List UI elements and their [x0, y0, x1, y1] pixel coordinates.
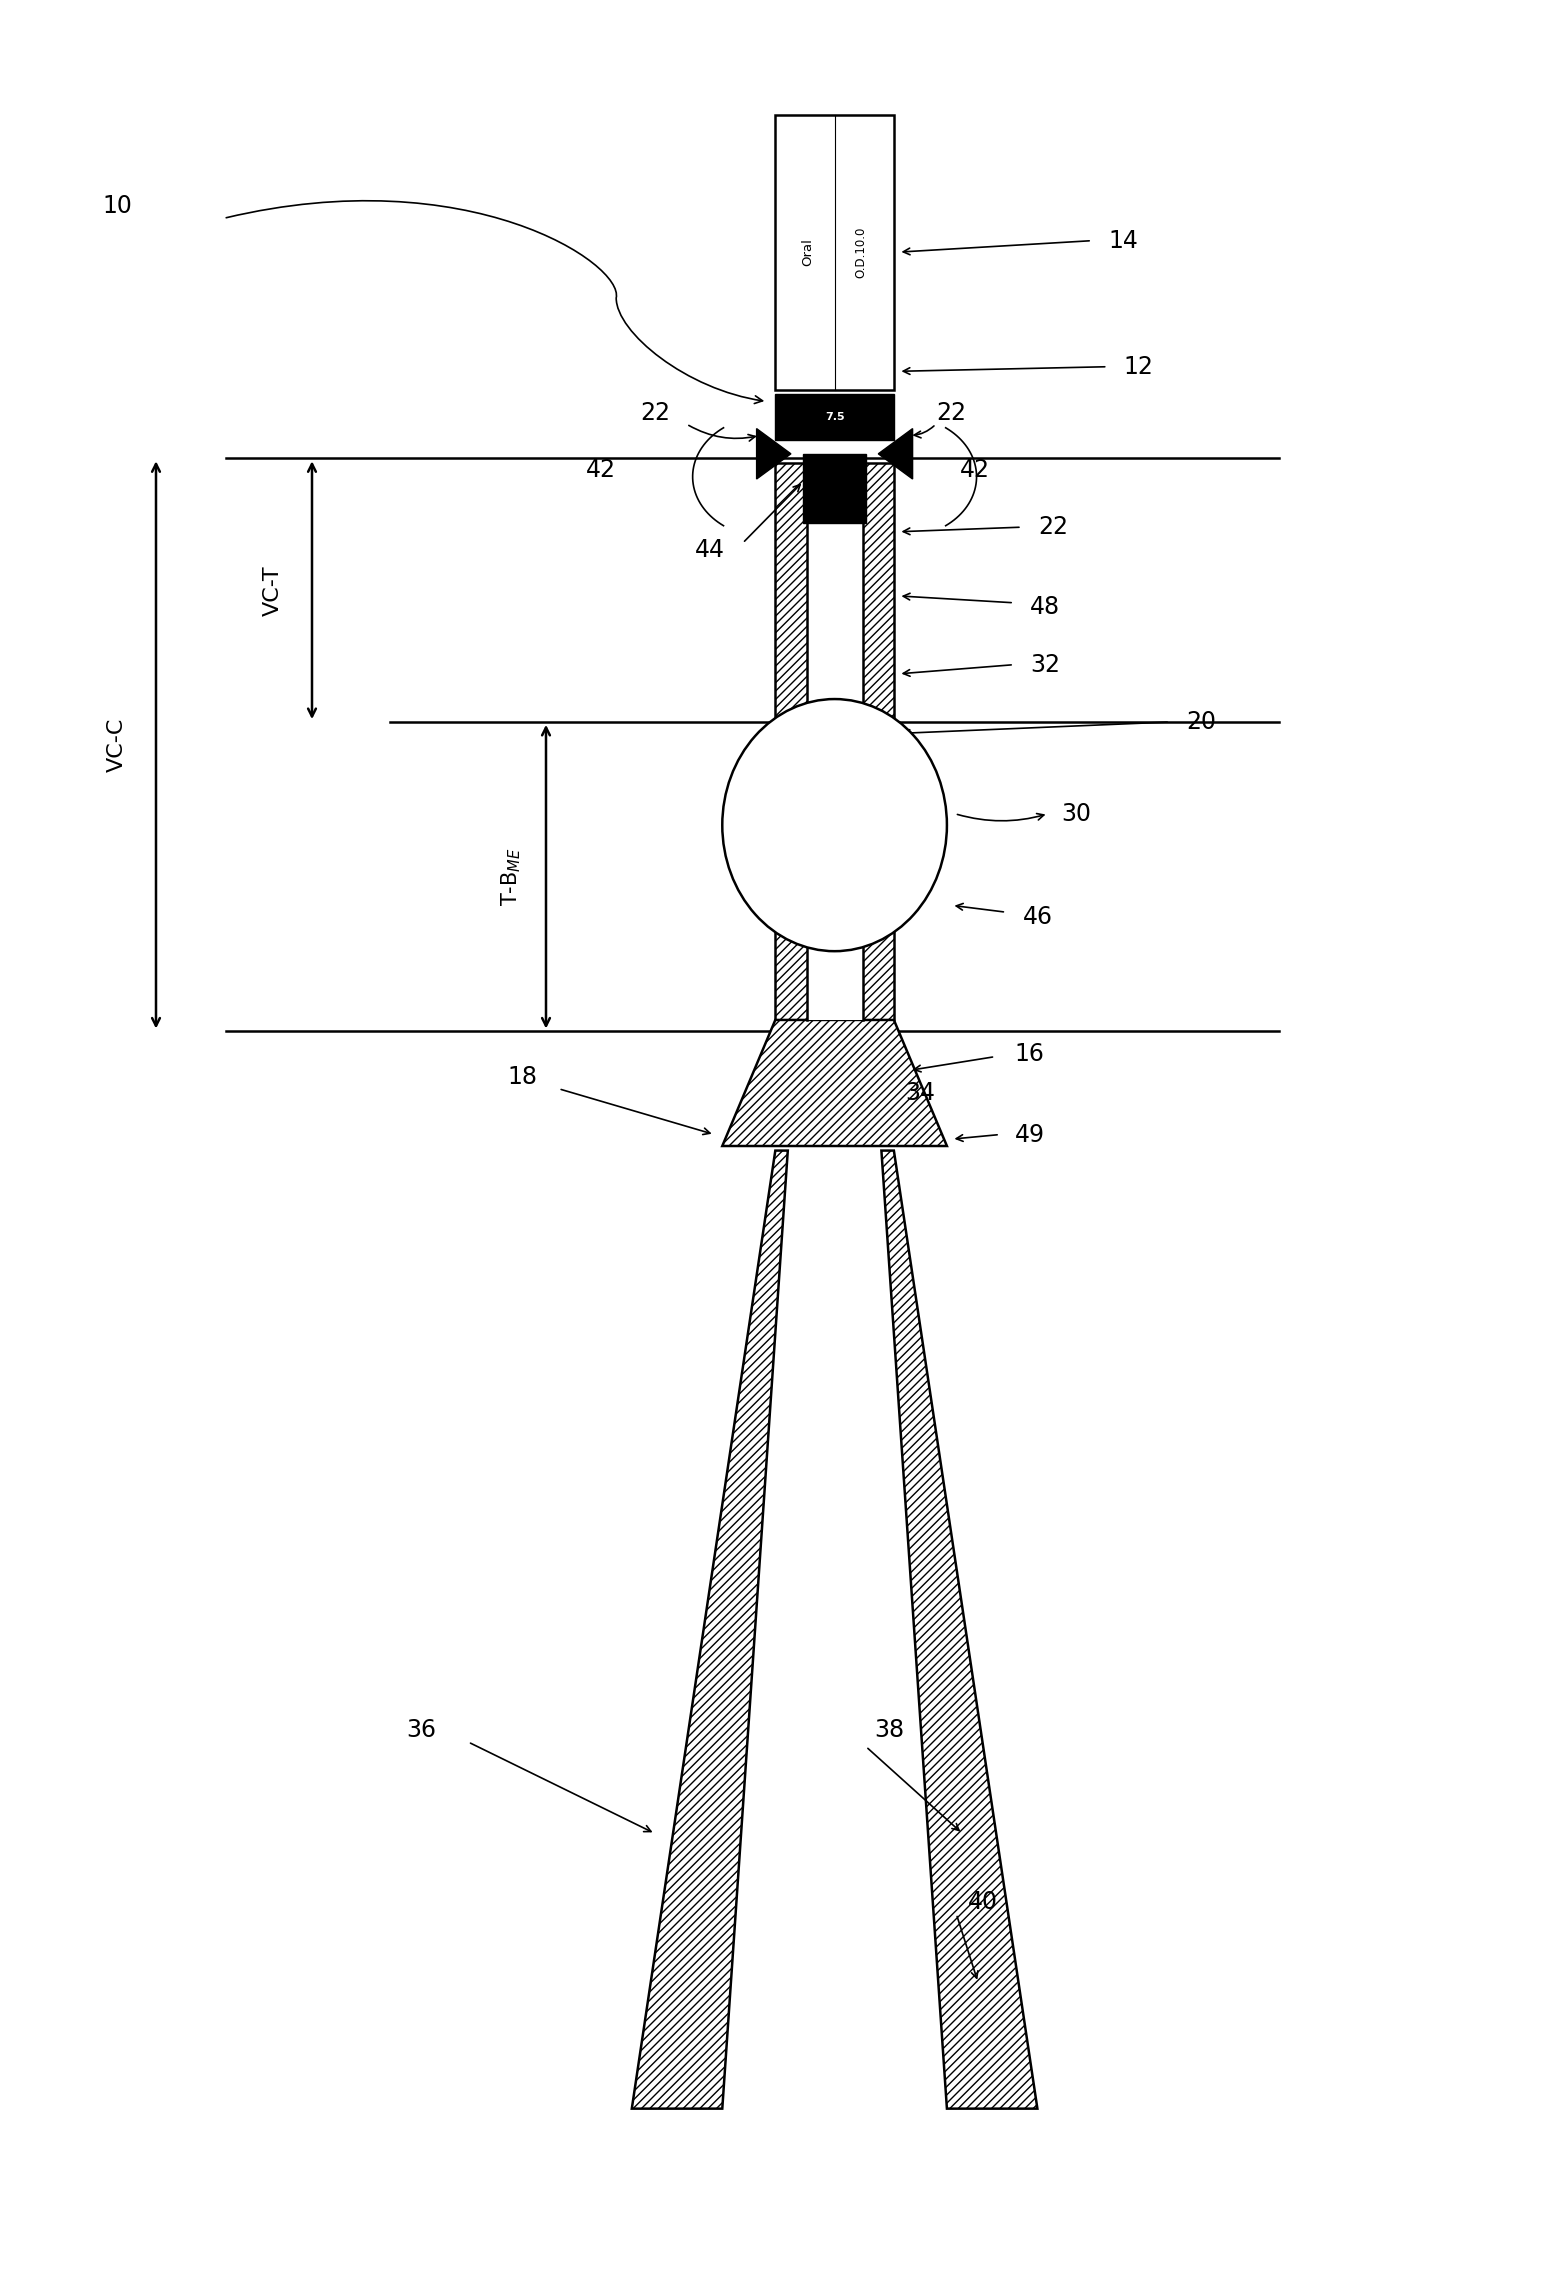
- Text: 7.5: 7.5: [825, 413, 844, 422]
- Text: 42: 42: [585, 458, 616, 481]
- Text: VC-T: VC-T: [264, 564, 282, 617]
- Text: 10: 10: [101, 195, 133, 218]
- Polygon shape: [722, 1020, 947, 1146]
- Text: 36: 36: [406, 1719, 437, 1742]
- Text: VC-C: VC-C: [108, 717, 126, 772]
- Text: 16: 16: [1014, 1043, 1045, 1066]
- Polygon shape: [881, 1151, 1037, 2109]
- Text: 46: 46: [1022, 905, 1053, 928]
- Text: 38: 38: [874, 1719, 905, 1742]
- Text: 12: 12: [1123, 355, 1154, 378]
- Text: 48: 48: [1030, 596, 1061, 619]
- FancyArrowPatch shape: [690, 426, 755, 440]
- Text: 22: 22: [1037, 516, 1069, 539]
- Text: 30: 30: [1061, 802, 1092, 825]
- Text: 22: 22: [640, 401, 671, 424]
- FancyArrowPatch shape: [958, 814, 1044, 821]
- Text: $\mathrm{T\text{-}B}_{ME}$: $\mathrm{T\text{-}B}_{ME}$: [499, 848, 524, 905]
- Text: 20: 20: [1186, 711, 1217, 733]
- Text: 44: 44: [694, 539, 725, 562]
- Text: 34: 34: [905, 1082, 936, 1105]
- Polygon shape: [757, 429, 791, 479]
- Text: 49: 49: [1014, 1123, 1045, 1146]
- Bar: [775, 463, 894, 1020]
- Text: O.D.10.0: O.D.10.0: [855, 227, 867, 277]
- Text: 14: 14: [1108, 229, 1139, 252]
- Text: 40: 40: [967, 1891, 998, 1914]
- Bar: [775, 115, 894, 390]
- Text: Oral: Oral: [802, 238, 814, 266]
- Text: 22: 22: [936, 401, 967, 424]
- Polygon shape: [632, 1151, 788, 2109]
- Bar: [807, 463, 863, 1020]
- Text: 42: 42: [959, 458, 991, 481]
- Ellipse shape: [722, 699, 947, 951]
- Bar: [803, 454, 866, 523]
- Bar: [775, 394, 894, 440]
- Text: 18: 18: [507, 1066, 538, 1089]
- FancyArrowPatch shape: [226, 202, 763, 403]
- Text: 32: 32: [1030, 653, 1061, 676]
- Polygon shape: [878, 429, 913, 479]
- FancyArrowPatch shape: [914, 426, 934, 438]
